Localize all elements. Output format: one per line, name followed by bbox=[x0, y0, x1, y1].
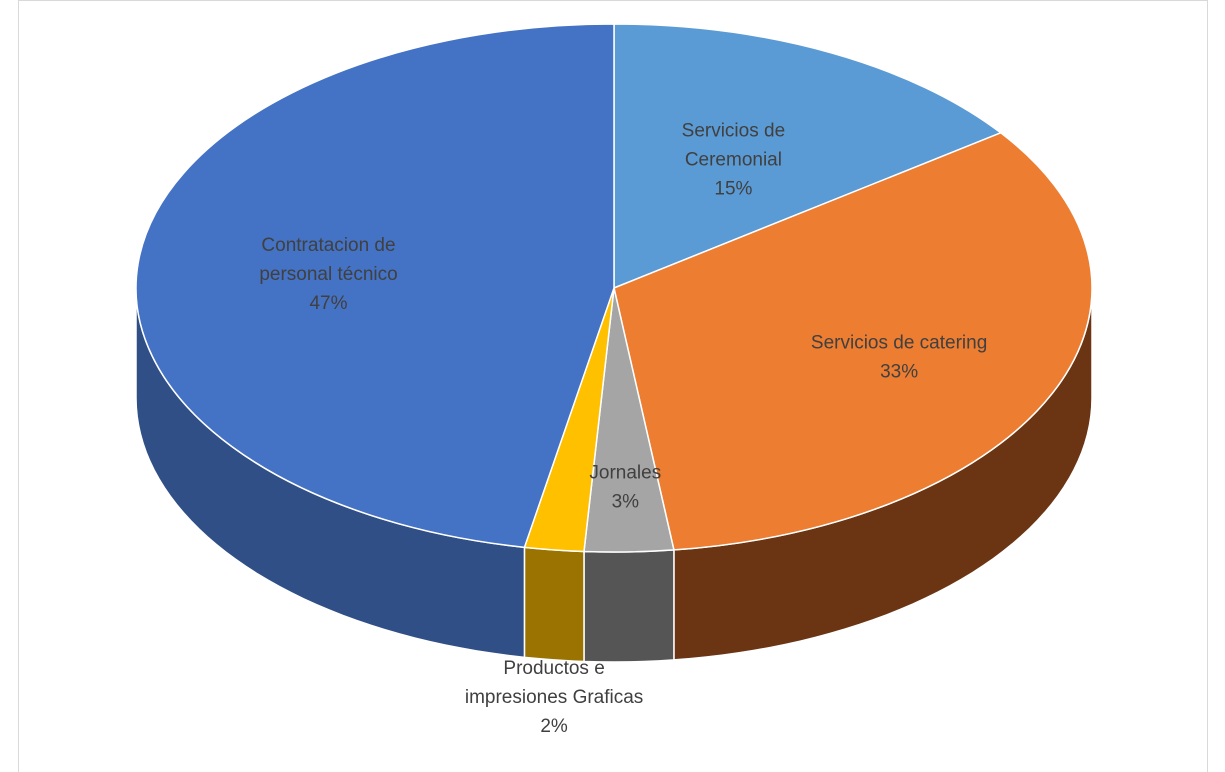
pie-label-percent: 3% bbox=[612, 491, 640, 512]
pie-label-text: Servicios de catering bbox=[811, 333, 987, 354]
pie-label-2: Jornales 3% bbox=[589, 462, 661, 512]
pie-label-percent: 33% bbox=[880, 362, 918, 383]
pie-label-0: Servicios de Ceremonial 15% bbox=[682, 121, 786, 200]
pie-slice-1 bbox=[613, 131, 1093, 551]
pie-label-text: Contratacion de bbox=[261, 235, 395, 256]
pie-side-3 bbox=[523, 546, 585, 663]
pie-label-text: Servicios de bbox=[682, 121, 786, 142]
pie-label-text: Jornales bbox=[589, 462, 661, 483]
pie-label-percent: 47% bbox=[309, 293, 347, 314]
pie-slice-4 bbox=[135, 23, 615, 549]
pie-label-1: Servicios de catering 33% bbox=[811, 333, 987, 383]
pie-top-faces bbox=[135, 23, 1093, 553]
pie-label-text: personal técnico bbox=[259, 264, 397, 285]
pie-label-text: Ceremonial bbox=[685, 150, 782, 171]
pie-labels: Servicios de Ceremonial 15% Servicios de ca… bbox=[259, 121, 987, 737]
pie-label-text: Productos e bbox=[503, 658, 604, 679]
pie-label-4: Contratacion de personal técnico 47% bbox=[259, 235, 397, 314]
pie-label-text: impresiones Graficas bbox=[465, 687, 643, 708]
pie-label-percent: 15% bbox=[714, 179, 752, 200]
pie-slice-0 bbox=[613, 23, 1003, 290]
pie-side-2 bbox=[583, 549, 675, 663]
pie-label-3: Productos e impresiones Graficas 2% bbox=[465, 658, 643, 737]
pie-label-percent: 2% bbox=[540, 716, 568, 737]
